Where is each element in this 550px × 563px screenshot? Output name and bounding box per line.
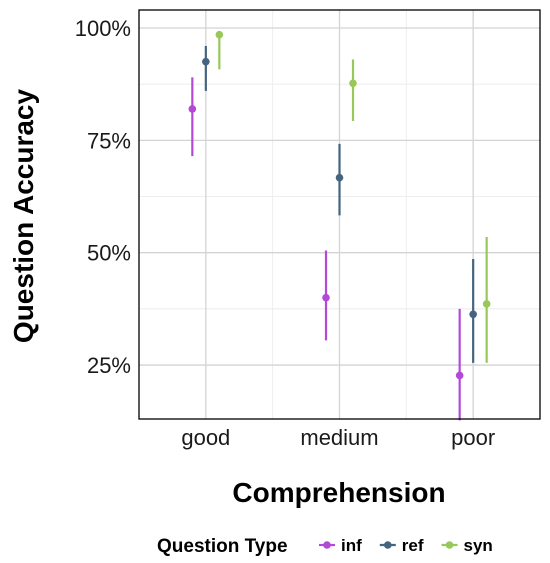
legend-label-ref: ref (402, 536, 424, 555)
y-tick-labels: 25% 50% 75% 100% (75, 16, 131, 378)
chart-marks (188, 30, 491, 421)
point-syn-medium (349, 79, 357, 88)
y-tick-label: 25% (87, 353, 131, 378)
legend-label-syn: syn (464, 536, 493, 555)
legend-title: Question Type (157, 536, 288, 557)
point-inf-medium (322, 293, 330, 302)
y-tick-label: 75% (87, 128, 131, 153)
legend: Question Type inf ref syn (157, 536, 493, 557)
point-syn-poor (482, 300, 491, 308)
x-axis-title: Comprehension (232, 477, 445, 508)
point-ref-medium (335, 173, 344, 182)
y-axis-title: Question Accuracy (8, 88, 39, 343)
legend-key-point-syn (445, 541, 454, 549)
legend-key-point-ref (383, 541, 392, 549)
point-ref-poor (469, 310, 477, 319)
x-tick-label: medium (300, 425, 378, 450)
x-tick-label: good (181, 425, 230, 450)
x-tick-label: poor (451, 425, 495, 450)
point-ref-good (202, 57, 210, 66)
point-syn-good (215, 30, 224, 39)
panel-border (138, 9, 541, 420)
y-tick-label: 100% (75, 16, 131, 41)
x-tick-labels: good medium poor (181, 425, 495, 450)
y-tick-label: 50% (87, 241, 131, 266)
point-inf-good (188, 105, 197, 113)
legend-key-point-inf (323, 541, 331, 549)
point-inf-poor (455, 371, 464, 380)
legend-label-inf: inf (341, 536, 362, 555)
